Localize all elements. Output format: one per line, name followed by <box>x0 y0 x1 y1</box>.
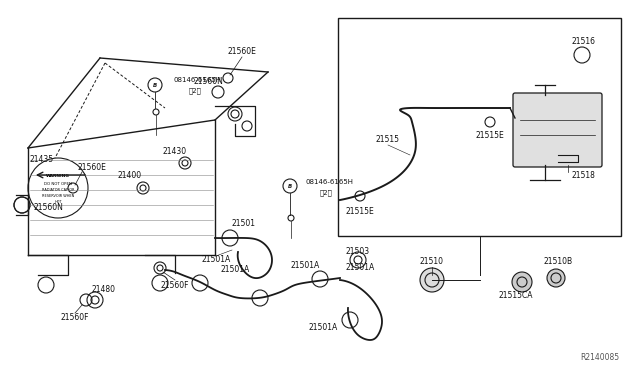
Circle shape <box>512 272 532 292</box>
Text: B: B <box>153 83 157 88</box>
Text: 21400: 21400 <box>118 170 142 180</box>
Text: 21501A: 21501A <box>291 262 319 270</box>
Text: RADIATOR CAP OR: RADIATOR CAP OR <box>42 188 74 192</box>
Text: 21503: 21503 <box>346 247 370 257</box>
Text: HOT: HOT <box>54 200 61 204</box>
Text: 21501A: 21501A <box>220 266 250 275</box>
Text: 08146-6165H: 08146-6165H <box>306 179 354 185</box>
Text: 21560E: 21560E <box>228 48 257 57</box>
Text: 21560F: 21560F <box>161 280 189 289</box>
Text: 21560F: 21560F <box>61 314 89 323</box>
Text: （2）: （2） <box>319 190 332 196</box>
Circle shape <box>547 269 565 287</box>
Text: 21435: 21435 <box>30 155 54 164</box>
Text: 21560N: 21560N <box>193 77 223 87</box>
Text: 21430: 21430 <box>163 148 187 157</box>
Text: RESERVOIR WHEN: RESERVOIR WHEN <box>42 194 74 198</box>
Text: 21510B: 21510B <box>543 257 573 266</box>
Text: 21516: 21516 <box>571 38 595 46</box>
Circle shape <box>283 179 297 193</box>
Text: 21515: 21515 <box>376 135 400 144</box>
Text: 21515CA: 21515CA <box>499 292 533 301</box>
Text: 21518: 21518 <box>571 170 595 180</box>
Text: 21501A: 21501A <box>202 256 230 264</box>
Text: 21501: 21501 <box>231 219 255 228</box>
Text: B: B <box>288 184 292 189</box>
Text: 21501A: 21501A <box>308 324 338 333</box>
Text: 21515E: 21515E <box>476 131 504 141</box>
Text: 08146-6165H: 08146-6165H <box>174 77 222 83</box>
Text: 21480: 21480 <box>91 285 115 295</box>
Text: 21501A: 21501A <box>346 263 374 273</box>
Text: WARNING: WARNING <box>46 174 70 178</box>
FancyBboxPatch shape <box>513 93 602 167</box>
Text: R2140085: R2140085 <box>580 353 620 362</box>
Text: DO NOT OPEN: DO NOT OPEN <box>44 182 72 186</box>
Text: 21510: 21510 <box>420 257 444 266</box>
Circle shape <box>28 158 88 218</box>
Circle shape <box>148 78 162 92</box>
Text: 21560E: 21560E <box>77 164 106 173</box>
Text: （2）: （2） <box>189 88 202 94</box>
Text: 21560N: 21560N <box>33 203 63 212</box>
Bar <box>338 18 621 236</box>
Text: 21515E: 21515E <box>346 208 374 217</box>
Circle shape <box>420 268 444 292</box>
